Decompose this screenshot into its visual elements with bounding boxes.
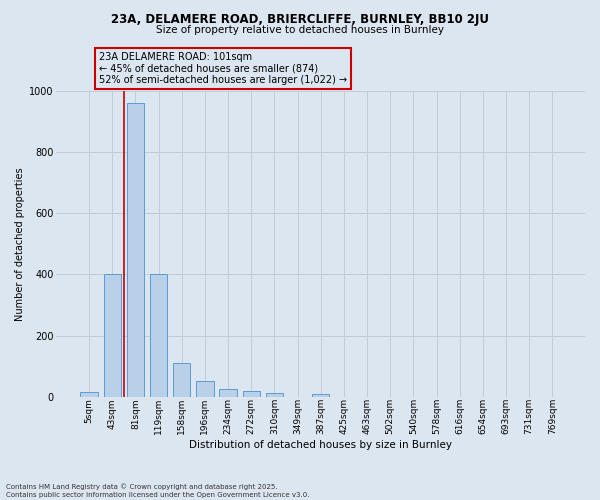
Y-axis label: Number of detached properties: Number of detached properties [15,167,25,320]
Bar [127,103,144,397]
Bar [104,274,121,396]
Bar [242,390,260,396]
X-axis label: Distribution of detached houses by size in Burnley: Distribution of detached houses by size … [189,440,452,450]
Text: Contains HM Land Registry data © Crown copyright and database right 2025.
Contai: Contains HM Land Registry data © Crown c… [6,484,310,498]
Text: Size of property relative to detached houses in Burnley: Size of property relative to detached ho… [156,25,444,35]
Bar [196,382,214,396]
Bar [80,392,98,396]
Bar [220,389,237,396]
Text: 23A, DELAMERE ROAD, BRIERCLIFFE, BURNLEY, BB10 2JU: 23A, DELAMERE ROAD, BRIERCLIFFE, BURNLEY… [111,12,489,26]
Text: 23A DELAMERE ROAD: 101sqm
← 45% of detached houses are smaller (874)
52% of semi: 23A DELAMERE ROAD: 101sqm ← 45% of detac… [99,52,347,85]
Bar [173,363,190,396]
Bar [266,392,283,396]
Bar [312,394,329,396]
Bar [150,274,167,396]
